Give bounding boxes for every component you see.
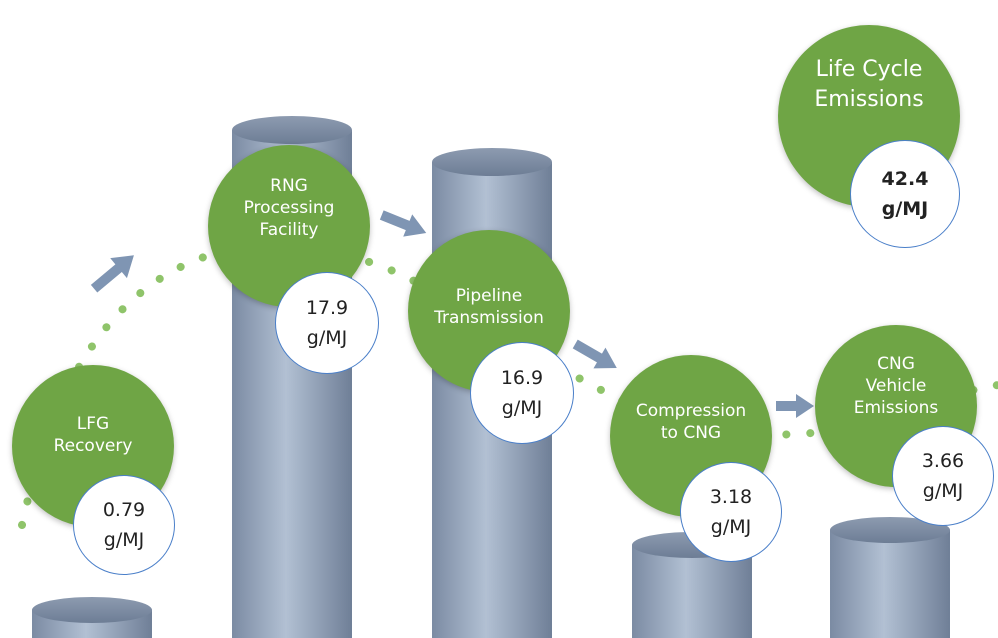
stage-value-circle: 3.66 g/MJ: [892, 426, 994, 526]
stage-value: 0.79 g/MJ: [102, 499, 146, 551]
stage-value: 3.66 g/MJ: [921, 450, 965, 502]
stage-value-circle: 16.9 g/MJ: [470, 342, 574, 444]
cylinder-lfg-recovery: [32, 597, 152, 638]
stage-value-circle: 0.79 g/MJ: [73, 475, 175, 575]
stage-label: RNG Processing Facility: [243, 176, 335, 240]
stage-label: LFG Recovery: [53, 414, 133, 456]
flow-arrow-4: [776, 394, 814, 418]
total-value-circle: 42.4 g/MJ: [850, 140, 960, 248]
cylinder-vehicle-emissions: [830, 517, 950, 638]
stage-value: 16.9 g/MJ: [500, 367, 544, 419]
stage-value: 17.9 g/MJ: [305, 297, 349, 349]
flow-arrow-2: [379, 210, 427, 237]
flow-arrow-1: [90, 255, 134, 293]
stage-value-circle: 17.9 g/MJ: [275, 272, 379, 374]
stage-circle: RNG Processing Facility: [208, 145, 370, 307]
stage-label: CNG Vehicle Emissions: [853, 354, 939, 418]
total-value: 42.4 g/MJ: [881, 168, 929, 220]
total-label: Life Cycle Emissions: [814, 57, 924, 112]
stage-value: 3.18 g/MJ: [709, 486, 753, 538]
flow-arrow-3: [572, 339, 617, 369]
stage-label: Pipeline Transmission: [434, 286, 544, 328]
stage-label: Compression to CNG: [635, 401, 747, 443]
stage-value-circle: 3.18 g/MJ: [680, 462, 782, 562]
